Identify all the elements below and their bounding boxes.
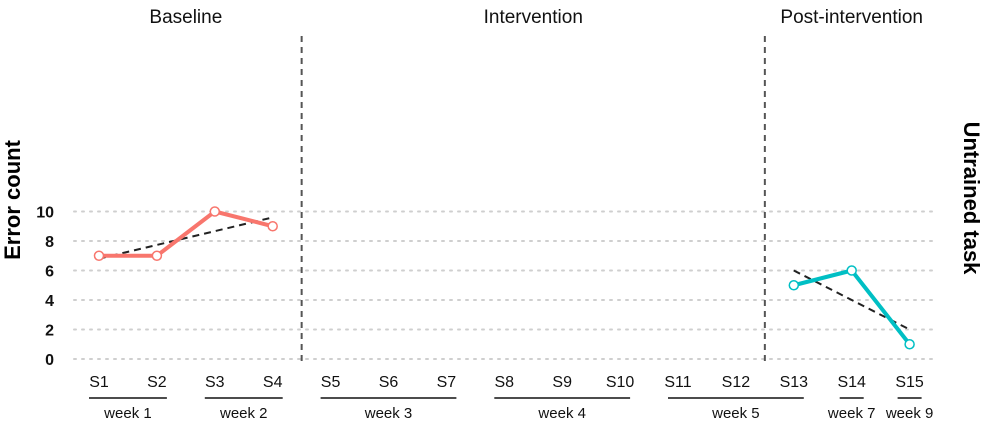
data-series (93, 206, 915, 350)
phase-label-1: Baseline (149, 7, 222, 28)
x-tick-label: S9 (552, 374, 572, 391)
data-point (151, 250, 163, 261)
x-tick-label: S15 (895, 374, 924, 391)
x-tick-label: S1 (89, 374, 109, 391)
x-tick-label: S13 (780, 374, 809, 391)
gridlines (73, 210, 936, 360)
trendline-1 (98, 216, 273, 260)
y-tick-label: 6 (45, 264, 54, 281)
week-label-5: week 5 (711, 405, 760, 422)
x-tick-label: S10 (606, 374, 635, 391)
data-point (904, 339, 915, 350)
phase-labels: Baseline Intervention Post-intervention (149, 7, 923, 28)
week-label-7: week 9 (885, 405, 934, 422)
y-tick-label: 8 (45, 234, 54, 251)
x-tick-label: S2 (147, 374, 167, 391)
x-axis-ticks: S1 S2 S3 S4 S5 S6 S7 S8 S9 S10 S11 S12 S13 S14 S15 (89, 374, 924, 391)
week-groupings: week 1 week 2 week 3 week 4 week 5 week 7 week… (89, 397, 934, 422)
week-label-6: week 7 (827, 405, 876, 422)
y-tick-label: 2 (45, 323, 54, 340)
right-side-label: Untrained task (959, 122, 984, 276)
data-point (846, 265, 857, 276)
x-tick-label: S4 (263, 374, 283, 391)
x-tick-label: S12 (722, 374, 751, 391)
y-tick-label: 4 (45, 293, 54, 310)
data-point (209, 206, 221, 217)
x-tick-label: S5 (321, 374, 341, 391)
week-label-4: week 4 (537, 405, 586, 422)
series-line-1 (97, 209, 275, 258)
x-tick-label: S8 (495, 374, 515, 391)
data-point (267, 221, 278, 232)
trendlines (98, 216, 911, 331)
data-point (93, 250, 105, 261)
week-label-2: week 2 (219, 405, 268, 422)
phase-label-2: Intervention (484, 7, 583, 28)
y-tick-label: 10 (36, 205, 54, 222)
y-axis-ticks: 0 2 4 6 8 10 (36, 205, 54, 370)
y-tick-label: 0 (45, 352, 54, 369)
data-point (788, 280, 800, 291)
x-tick-label: S7 (437, 374, 457, 391)
phase-label-3: Post-intervention (780, 7, 923, 28)
week-label-1: week 1 (103, 405, 152, 422)
x-tick-label: S11 (664, 374, 691, 391)
week-label-3: week 3 (364, 405, 413, 422)
x-tick-label: S6 (379, 374, 399, 391)
x-tick-label: S3 (205, 374, 225, 391)
phase-dividers (300, 36, 766, 362)
x-tick-label: S14 (837, 374, 866, 391)
y-axis-label: Error count (0, 139, 25, 259)
series-line-2 (791, 268, 912, 347)
